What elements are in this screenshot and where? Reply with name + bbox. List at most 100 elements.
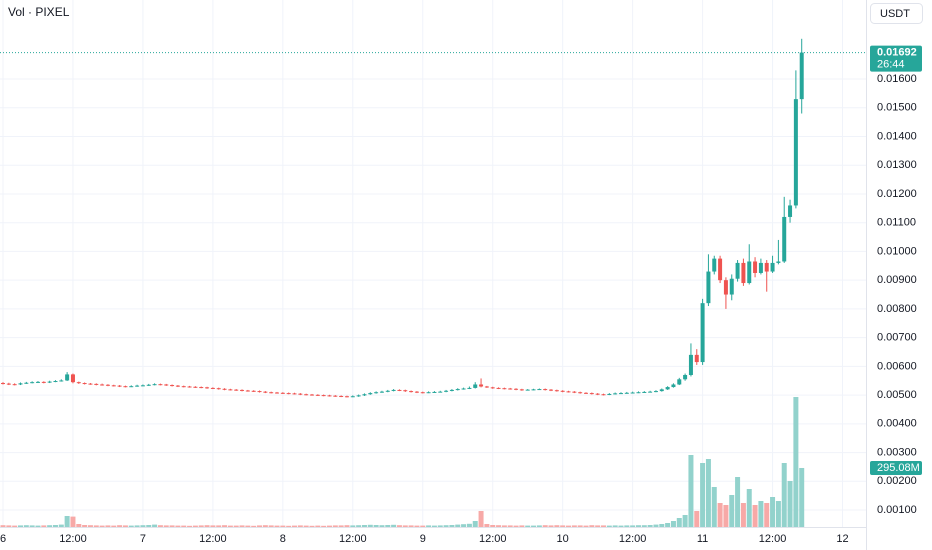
x-tick-label: 9 <box>420 533 426 545</box>
legend-title: Vol · PIXEL <box>8 5 70 19</box>
volume-bar <box>700 463 706 527</box>
x-tick-label: 12:00 <box>619 533 647 545</box>
volume-bar <box>169 525 175 527</box>
x-tick-label: 12 <box>836 533 848 545</box>
volume-bar <box>420 525 426 527</box>
candle-body <box>770 262 775 272</box>
y-tick-label: 0.01500 <box>877 102 917 114</box>
candle-body <box>636 392 641 394</box>
candle-body <box>304 394 309 396</box>
volume-bar <box>571 525 577 527</box>
volume-bar <box>437 525 443 527</box>
candle-body <box>298 393 303 395</box>
volume-bar <box>799 467 805 527</box>
candle-body <box>111 385 116 387</box>
volume-bar <box>251 525 257 527</box>
candle-body <box>187 386 192 388</box>
volume-bar <box>210 525 216 527</box>
candle-body <box>6 383 11 385</box>
candle-body <box>426 392 431 394</box>
volume-bar <box>752 505 758 527</box>
volume-bar <box>554 525 560 527</box>
volume-bar <box>105 525 111 527</box>
candle-body <box>205 387 210 389</box>
volume-bar <box>52 525 58 527</box>
candle-body <box>100 384 105 386</box>
volume-bar <box>449 525 455 527</box>
candle-body <box>391 389 396 391</box>
volume-bar <box>216 525 222 527</box>
volume-bar <box>338 525 344 527</box>
candle-body <box>630 392 635 394</box>
x-tick-label: 12:00 <box>59 533 87 545</box>
volume-bar <box>600 525 606 527</box>
candle-body <box>70 374 75 383</box>
volume-bar <box>735 477 741 527</box>
candle-body <box>199 387 204 389</box>
candle-body <box>508 388 513 390</box>
candle-body <box>181 386 186 388</box>
volume-bar <box>589 525 595 527</box>
candle-body <box>543 389 548 391</box>
volume-bar <box>274 525 280 527</box>
candle-body <box>210 387 215 389</box>
candle-body <box>18 383 23 385</box>
candle-body <box>741 262 746 284</box>
candle-body <box>321 395 326 397</box>
volume-bar <box>431 525 437 527</box>
candle-body <box>455 389 460 391</box>
volume-bar <box>606 525 612 527</box>
candle-body <box>164 384 169 386</box>
candle-body <box>280 392 285 394</box>
candle-body <box>292 393 297 395</box>
y-tick-label: 0.01300 <box>877 159 917 171</box>
volume-bar <box>641 525 647 527</box>
currency-label[interactable]: USDT <box>880 8 910 20</box>
candle-body <box>275 392 280 394</box>
y-tick-label: 0.01400 <box>877 130 917 142</box>
volume-bar <box>583 525 589 527</box>
volume-bar <box>711 487 717 527</box>
candle-body <box>88 383 93 385</box>
last-price-box <box>870 45 922 72</box>
currency-button[interactable] <box>870 3 923 24</box>
candle-body <box>117 385 122 387</box>
candle-body <box>502 388 507 390</box>
volume-bar <box>122 525 128 527</box>
candle-body <box>315 394 320 396</box>
y-tick-label: 0.01200 <box>877 188 917 200</box>
volume-bar <box>47 525 53 527</box>
y-tick-label: 0.01000 <box>877 245 917 257</box>
x-tick-label: 11 <box>697 533 708 545</box>
volume-bar <box>23 525 29 527</box>
x-tick-label: 10 <box>557 533 569 545</box>
candle-body <box>286 393 291 395</box>
candle-body <box>350 396 355 398</box>
volume-bar <box>286 525 292 527</box>
candle-body <box>473 384 478 388</box>
candle-body <box>309 394 314 396</box>
candle-body <box>409 391 414 393</box>
volume-bar <box>292 525 297 527</box>
candle-body <box>140 385 145 387</box>
volume-bar <box>64 516 70 527</box>
volume-bar <box>501 525 507 527</box>
y-tick-label: 0.00400 <box>877 418 917 430</box>
candle-body <box>595 393 600 395</box>
volume-bar <box>717 503 723 527</box>
volume-bar <box>659 524 665 527</box>
volume-bar <box>414 525 420 527</box>
candle-body <box>782 216 787 262</box>
candle-body <box>706 271 711 304</box>
volume-bar <box>536 525 542 527</box>
volume-bar <box>379 525 385 527</box>
volume-bar <box>134 525 140 527</box>
candle-body <box>339 395 344 397</box>
candle-body <box>344 396 349 398</box>
candle-body <box>216 388 221 390</box>
volume-bar <box>332 525 338 527</box>
candle-body <box>788 205 793 217</box>
volume-label: 295.08M <box>877 462 920 474</box>
